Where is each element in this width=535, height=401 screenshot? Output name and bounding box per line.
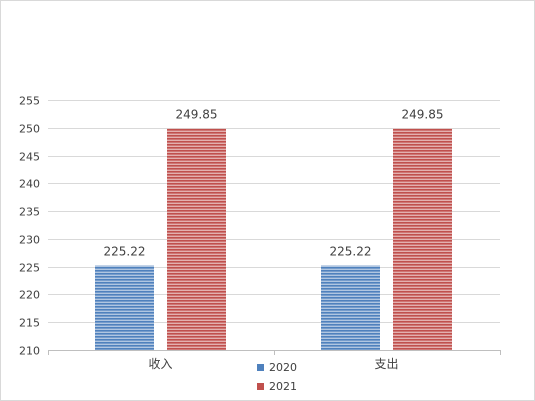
x-axis-categories: 收入 支出 — [148, 357, 398, 371]
data-label: 225.22 — [104, 244, 146, 258]
x-axis — [48, 350, 501, 355]
data-label: 249.85 — [402, 108, 444, 122]
y-tick-label: 215 — [19, 317, 40, 330]
y-tick-label: 210 — [19, 345, 40, 358]
y-axis-ticks: 210 215 220 225 230 235 240 245 250 255 — [19, 95, 40, 358]
legend-item: 2020 — [257, 361, 297, 374]
bar-2021-收入 — [167, 128, 226, 350]
y-tick-label: 255 — [19, 95, 40, 108]
y-tick-label: 250 — [19, 123, 40, 136]
x-category-label: 收入 — [148, 357, 172, 371]
y-tick-label: 240 — [19, 178, 40, 191]
legend-swatch — [257, 383, 264, 390]
legend-label: 2020 — [269, 361, 297, 374]
y-tick-label: 230 — [19, 234, 40, 247]
legend: 2020 2021 — [257, 361, 297, 393]
data-label: 225.22 — [330, 244, 372, 258]
bar-2020-收入 — [95, 265, 154, 350]
legend-swatch — [257, 364, 264, 371]
y-tick-label: 235 — [19, 206, 40, 219]
bar-2020-支出 — [321, 265, 380, 350]
data-labels: 225.22 225.22 249.85 249.85 — [104, 108, 444, 259]
y-tick-label: 225 — [19, 262, 40, 275]
bars — [95, 128, 452, 350]
y-tick-label: 245 — [19, 151, 40, 164]
x-category-label: 支出 — [374, 357, 398, 371]
legend-item: 2021 — [257, 380, 297, 393]
data-label: 249.85 — [176, 108, 218, 122]
y-tick-label: 220 — [19, 289, 40, 302]
legend-label: 2021 — [269, 380, 297, 393]
bar-2021-支出 — [393, 128, 452, 350]
